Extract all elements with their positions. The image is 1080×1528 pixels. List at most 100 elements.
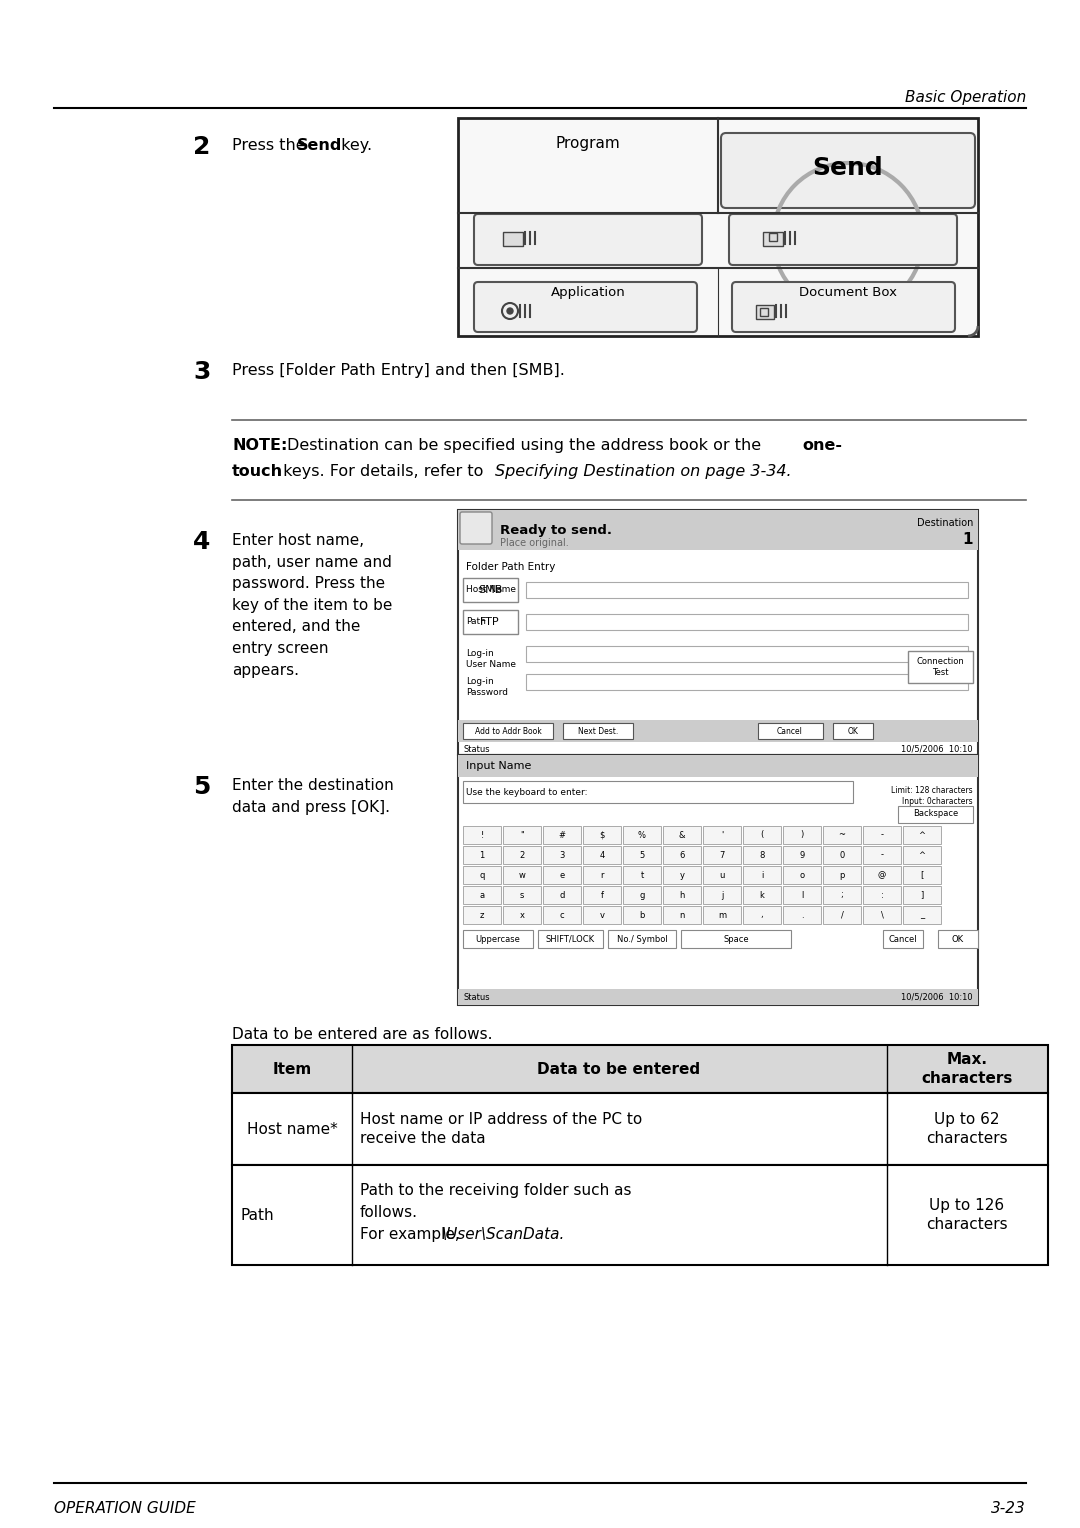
Bar bbox=[663, 827, 701, 843]
Text: @: @ bbox=[878, 871, 887, 880]
Bar bbox=[463, 610, 518, 634]
Text: Path: Path bbox=[465, 617, 486, 626]
Text: SHIFT/LOCK: SHIFT/LOCK bbox=[545, 935, 595, 943]
Text: c: c bbox=[559, 911, 565, 920]
Text: 3: 3 bbox=[193, 361, 211, 384]
Text: o: o bbox=[799, 871, 805, 880]
Text: b: b bbox=[639, 911, 645, 920]
Text: Status: Status bbox=[463, 746, 489, 753]
Text: d: d bbox=[559, 891, 565, 900]
Bar bbox=[543, 847, 581, 863]
Bar bbox=[883, 931, 923, 947]
Bar bbox=[583, 886, 621, 905]
Text: Data to be entered are as follows.: Data to be entered are as follows. bbox=[232, 1027, 492, 1042]
Text: e: e bbox=[559, 871, 565, 880]
Bar bbox=[583, 906, 621, 924]
Text: keys. For details, refer to: keys. For details, refer to bbox=[278, 465, 488, 478]
Bar bbox=[608, 931, 676, 947]
Text: ;: ; bbox=[840, 891, 843, 900]
Text: .: . bbox=[800, 911, 804, 920]
Text: key.: key. bbox=[336, 138, 373, 153]
Bar bbox=[503, 866, 541, 885]
Bar bbox=[703, 847, 741, 863]
Bar bbox=[743, 866, 781, 885]
Text: Data to be entered: Data to be entered bbox=[538, 1062, 701, 1077]
Text: :: : bbox=[880, 891, 883, 900]
Text: k: k bbox=[759, 891, 765, 900]
Bar bbox=[663, 886, 701, 905]
Text: Destination can be specified using the address book or the: Destination can be specified using the a… bbox=[287, 439, 766, 452]
Text: Next Dest.: Next Dest. bbox=[578, 726, 618, 735]
Bar bbox=[833, 723, 873, 740]
Text: 8: 8 bbox=[759, 851, 765, 859]
Text: 2: 2 bbox=[519, 851, 525, 859]
Bar bbox=[503, 827, 541, 843]
Text: follows.: follows. bbox=[360, 1206, 418, 1219]
Bar bbox=[543, 827, 581, 843]
Bar bbox=[458, 755, 978, 1005]
Bar bbox=[743, 827, 781, 843]
Text: t: t bbox=[640, 871, 644, 880]
Text: p: p bbox=[839, 871, 845, 880]
Text: y: y bbox=[679, 871, 685, 880]
Bar bbox=[463, 578, 518, 602]
Text: Up to 126
characters: Up to 126 characters bbox=[927, 1198, 1008, 1233]
Bar bbox=[743, 847, 781, 863]
Bar bbox=[463, 866, 501, 885]
Bar bbox=[903, 847, 941, 863]
Text: %: % bbox=[638, 831, 646, 839]
Text: Log-in
User Name: Log-in User Name bbox=[465, 649, 516, 669]
Bar bbox=[463, 827, 501, 843]
Bar bbox=[908, 651, 973, 683]
Bar bbox=[463, 781, 853, 804]
Text: Press the: Press the bbox=[232, 138, 311, 153]
Text: Document Box: Document Box bbox=[799, 286, 897, 299]
Text: Press [Folder Path Entry] and then [SMB].: Press [Folder Path Entry] and then [SMB]… bbox=[232, 364, 565, 377]
Text: 4: 4 bbox=[599, 851, 605, 859]
Bar bbox=[463, 886, 501, 905]
Bar bbox=[463, 906, 501, 924]
Text: -: - bbox=[880, 831, 883, 839]
Text: u: u bbox=[719, 871, 725, 880]
Text: 2: 2 bbox=[193, 134, 211, 159]
Text: ]: ] bbox=[920, 891, 923, 900]
Text: Cancel: Cancel bbox=[889, 935, 917, 943]
Bar bbox=[623, 886, 661, 905]
FancyBboxPatch shape bbox=[732, 283, 955, 332]
Text: 10/5/2006  10:10: 10/5/2006 10:10 bbox=[902, 993, 973, 1001]
Bar bbox=[232, 1093, 1048, 1164]
Bar bbox=[823, 886, 861, 905]
Text: ^: ^ bbox=[918, 831, 926, 839]
Text: [: [ bbox=[920, 871, 923, 880]
Text: ': ' bbox=[720, 831, 724, 839]
Bar bbox=[583, 847, 621, 863]
Text: Input: 0characters: Input: 0characters bbox=[903, 798, 973, 805]
Bar bbox=[458, 755, 978, 778]
Text: touch: touch bbox=[232, 465, 283, 478]
Bar bbox=[743, 906, 781, 924]
FancyBboxPatch shape bbox=[474, 283, 697, 332]
Text: Space: Space bbox=[724, 935, 748, 943]
Text: x: x bbox=[519, 911, 525, 920]
Text: ~: ~ bbox=[838, 831, 846, 839]
Text: \User\ScanData.: \User\ScanData. bbox=[442, 1227, 565, 1242]
Text: For example,: For example, bbox=[360, 1227, 464, 1242]
Text: Limit: 128 characters: Limit: 128 characters bbox=[891, 785, 973, 795]
Bar bbox=[463, 723, 553, 740]
Text: OPERATION GUIDE: OPERATION GUIDE bbox=[54, 1500, 195, 1516]
Text: 9: 9 bbox=[799, 851, 805, 859]
Bar bbox=[939, 931, 978, 947]
Bar bbox=[903, 827, 941, 843]
Text: ,: , bbox=[760, 911, 764, 920]
Text: z: z bbox=[480, 911, 484, 920]
Text: 4: 4 bbox=[193, 530, 211, 555]
Text: _: _ bbox=[920, 911, 924, 920]
Text: Uppercase: Uppercase bbox=[475, 935, 521, 943]
Text: \: \ bbox=[880, 911, 883, 920]
Bar bbox=[743, 886, 781, 905]
Bar bbox=[783, 847, 821, 863]
Text: r: r bbox=[600, 871, 604, 880]
Bar bbox=[903, 886, 941, 905]
Bar bbox=[458, 510, 978, 755]
Text: Up to 62
characters: Up to 62 characters bbox=[927, 1111, 1008, 1146]
